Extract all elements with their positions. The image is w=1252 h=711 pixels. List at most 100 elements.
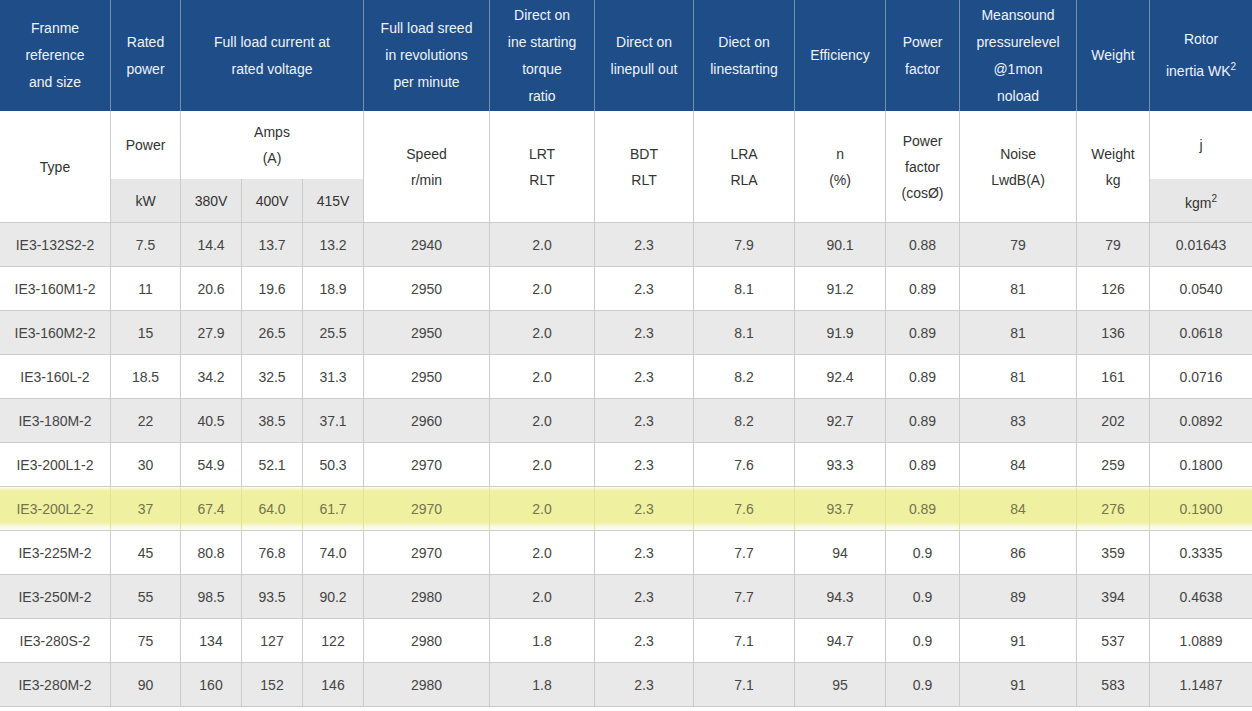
header-full-load-speed: Full load sreed in revolutions per minut… (364, 0, 490, 111)
cell-power-factor: 0.89 (886, 267, 960, 311)
cell-lrt: 2.0 (490, 311, 595, 355)
table-row: IE3-225M-24580.876.874.029702.02.37.7940… (0, 531, 1252, 575)
cell-amps-415v: 90.2 (303, 575, 364, 619)
cell-efficiency: 94 (795, 531, 886, 575)
cell-inertia: 0.0892 (1150, 399, 1252, 443)
cell-bdt: 2.3 (595, 267, 694, 311)
header-efficiency: Efficiency (795, 0, 886, 111)
cell-noise: 81 (960, 267, 1077, 311)
cell-inertia: 0.4638 (1150, 575, 1252, 619)
header-rotor-inertia: Rotor inertia WK2 (1150, 0, 1252, 111)
subheader-row: Type Power Amps (A) Speed r/min LRT RLT … (0, 111, 1252, 179)
cell-lra: 7.1 (694, 663, 795, 707)
table-row: IE3-160M2-21527.926.525.529502.02.38.191… (0, 311, 1252, 355)
cell-power-kw: 30 (111, 443, 181, 487)
cell-lra: 8.1 (694, 311, 795, 355)
subheader-lra: LRA RLA (694, 111, 795, 223)
cell-amps-415v: 37.1 (303, 399, 364, 443)
table-row: IE3-160L-218.534.232.531.329502.02.38.29… (0, 355, 1252, 399)
cell-amps-380v: 34.2 (181, 355, 242, 399)
cell-efficiency: 90.1 (795, 223, 886, 267)
cell-bdt: 2.3 (595, 487, 694, 531)
header-power-factor: Power factor (886, 0, 960, 111)
cell-lrt: 2.0 (490, 487, 595, 531)
cell-lrt: 2.0 (490, 223, 595, 267)
cell-amps-400v: 38.5 (242, 399, 303, 443)
cell-power-factor: 0.9 (886, 575, 960, 619)
cell-weight: 583 (1077, 663, 1150, 707)
header-frame-reference: Franme reference and size (0, 0, 111, 111)
subheader-weight: Weight kg (1077, 111, 1150, 223)
cell-bdt: 2.3 (595, 311, 694, 355)
table-row: IE3-200L2-23767.464.061.729702.02.37.693… (0, 487, 1252, 531)
cell-power-factor: 0.89 (886, 399, 960, 443)
cell-amps-380v: 54.9 (181, 443, 242, 487)
cell-noise: 91 (960, 663, 1077, 707)
cell-weight: 136 (1077, 311, 1150, 355)
cell-lra: 7.1 (694, 619, 795, 663)
cell-power-kw: 75 (111, 619, 181, 663)
table-row: IE3-250M-25598.593.590.229802.02.37.794.… (0, 575, 1252, 619)
cell-noise: 81 (960, 355, 1077, 399)
rotor-inertia-superscript: 2 (1231, 61, 1237, 72)
header-weight: Weight (1077, 0, 1150, 111)
cell-amps-415v: 50.3 (303, 443, 364, 487)
kgm-superscript: 2 (1211, 193, 1217, 204)
cell-power-kw: 45 (111, 531, 181, 575)
cell-inertia: 0.1800 (1150, 443, 1252, 487)
cell-weight: 394 (1077, 575, 1150, 619)
cell-amps-400v: 152 (242, 663, 303, 707)
cell-lra: 8.2 (694, 399, 795, 443)
cell-power-factor: 0.89 (886, 311, 960, 355)
cell-amps-415v: 31.3 (303, 355, 364, 399)
cell-power-kw: 15 (111, 311, 181, 355)
cell-type: IE3-225M-2 (0, 531, 111, 575)
cell-efficiency: 91.2 (795, 267, 886, 311)
cell-amps-380v: 40.5 (181, 399, 242, 443)
cell-bdt: 2.3 (595, 443, 694, 487)
cell-speed: 2980 (364, 663, 490, 707)
cell-efficiency: 92.4 (795, 355, 886, 399)
cell-inertia: 0.1900 (1150, 487, 1252, 531)
cell-power-kw: 55 (111, 575, 181, 619)
cell-power-factor: 0.89 (886, 443, 960, 487)
rotor-inertia-label: Rotor inertia WK (1166, 31, 1231, 79)
subheader-efficiency-n: n (%) (795, 111, 886, 223)
cell-amps-400v: 52.1 (242, 443, 303, 487)
cell-speed: 2980 (364, 619, 490, 663)
cell-lrt: 2.0 (490, 399, 595, 443)
cell-lrt: 1.8 (490, 619, 595, 663)
cell-type: IE3-160M1-2 (0, 267, 111, 311)
unit-400v: 400V (242, 179, 303, 223)
cell-amps-400v: 13.7 (242, 223, 303, 267)
cell-lrt: 2.0 (490, 531, 595, 575)
cell-amps-415v: 61.7 (303, 487, 364, 531)
cell-bdt: 2.3 (595, 399, 694, 443)
cell-amps-380v: 98.5 (181, 575, 242, 619)
cell-lra: 7.7 (694, 531, 795, 575)
cell-amps-415v: 74.0 (303, 531, 364, 575)
cell-bdt: 2.3 (595, 355, 694, 399)
cell-weight: 537 (1077, 619, 1150, 663)
cell-amps-415v: 146 (303, 663, 364, 707)
header-group-row: Franme reference and size Rated power Fu… (0, 0, 1252, 111)
cell-weight: 161 (1077, 355, 1150, 399)
cell-inertia: 0.0716 (1150, 355, 1252, 399)
subheader-type: Type (0, 111, 111, 223)
cell-amps-380v: 27.9 (181, 311, 242, 355)
cell-weight: 202 (1077, 399, 1150, 443)
cell-speed: 2960 (364, 399, 490, 443)
header-rated-power: Rated power (111, 0, 181, 111)
cell-power-factor: 0.88 (886, 223, 960, 267)
cell-power-kw: 90 (111, 663, 181, 707)
cell-efficiency: 94.7 (795, 619, 886, 663)
cell-noise: 83 (960, 399, 1077, 443)
subheader-j: j (1150, 111, 1252, 179)
cell-type: IE3-180M-2 (0, 399, 111, 443)
cell-power-kw: 7.5 (111, 223, 181, 267)
unit-380v: 380V (181, 179, 242, 223)
cell-type: IE3-200L1-2 (0, 443, 111, 487)
cell-noise: 84 (960, 487, 1077, 531)
header-dol-starting-torque: Direct on ine starting torque ratio (490, 0, 595, 111)
cell-speed: 2950 (364, 311, 490, 355)
